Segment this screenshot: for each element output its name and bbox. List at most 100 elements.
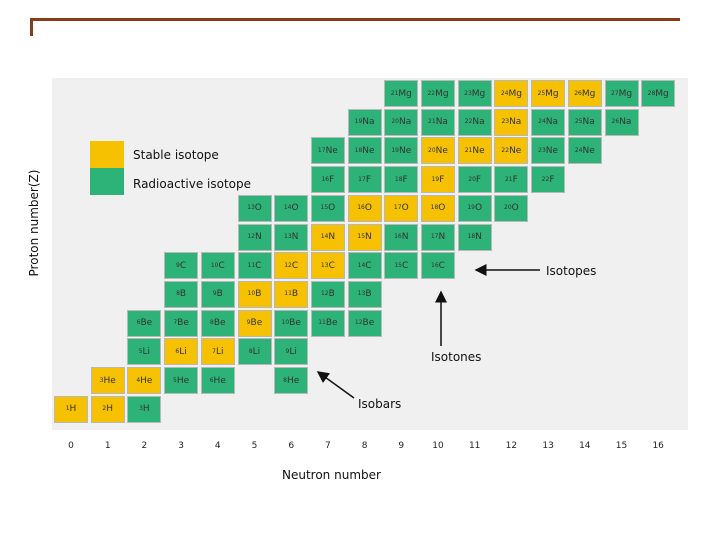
nuclide-symbol: Mg xyxy=(545,88,559,99)
nuclide-cell: 12 B xyxy=(310,280,345,308)
legend-radioactive-swatch xyxy=(90,168,124,195)
nuclide-cell: 12 N xyxy=(237,223,272,251)
decorative-corner-rule xyxy=(30,18,33,36)
nuclide-symbol: Ne xyxy=(545,145,559,156)
nuclide-cell: 17 N xyxy=(421,223,455,251)
nuclide-symbol: He xyxy=(213,375,226,386)
nuclide-symbol: B xyxy=(365,289,372,300)
nuclide-cell: 3 He xyxy=(90,367,125,394)
nuclide-symbol: C xyxy=(291,260,299,271)
nuclide-cell: 17 O xyxy=(384,194,419,222)
nuclide-cell: 11 B xyxy=(274,280,309,308)
nuclide-cell: 26 Mg xyxy=(567,80,602,107)
isobars-arrow xyxy=(316,371,355,399)
isobars-label: Isobars xyxy=(358,397,402,411)
nuclide-cell: 12 Be xyxy=(347,309,382,337)
nuclide-cell: 24 Ne xyxy=(567,137,602,165)
nuclide-cell: 21 Na xyxy=(421,108,455,136)
decorative-top-rule xyxy=(30,18,680,21)
x-tick-label: 1 xyxy=(104,441,111,451)
nuclide-cell: 8 Li xyxy=(237,338,272,366)
nuclide-symbol: O xyxy=(364,203,372,214)
nuclide-cell: 13 O xyxy=(237,194,272,222)
nuclide-cell: 15 N xyxy=(347,223,382,251)
nuclide-cell: 23 Mg xyxy=(457,80,492,107)
nuclide-cell: 11 C xyxy=(237,252,272,280)
nuclide-symbol: N xyxy=(254,232,262,242)
nuclide-symbol: F xyxy=(549,174,555,185)
nuclide-symbol: He xyxy=(286,375,300,386)
nuclide-cell: 20 F xyxy=(457,166,492,194)
nuclide-symbol: Li xyxy=(289,346,297,357)
nuclide-cell: 9 Li xyxy=(274,338,309,366)
nuclide-cell: 16 N xyxy=(384,223,419,251)
nuclide-cell: 18 N xyxy=(457,223,492,251)
nuclide-symbol: Li xyxy=(142,346,151,357)
nuclide-cell: 18 Ne xyxy=(347,137,382,165)
nuclide-symbol: Li xyxy=(252,346,261,357)
nuclide-symbol: B xyxy=(291,289,299,300)
nuclide-symbol: C xyxy=(218,260,225,271)
nuclide-symbol: Mg xyxy=(508,88,522,99)
nuclide-cell: 4 He xyxy=(127,367,162,394)
nuclide-cell: 17 F xyxy=(347,166,382,194)
nuclide-symbol: Na xyxy=(435,117,448,128)
nuclide-cell: 18 F xyxy=(384,166,419,194)
nuclide-cell: 13 C xyxy=(310,252,345,280)
nuclide-cell: 24 Na xyxy=(531,108,566,136)
nuclide-cell: 24 Mg xyxy=(494,80,529,107)
nuclide-symbol: Ne xyxy=(472,145,485,156)
nuclide-symbol: B xyxy=(216,289,223,300)
x-tick-label: 4 xyxy=(214,441,221,451)
nuclide-cell: 15 C xyxy=(384,252,419,280)
nuclide-symbol: He xyxy=(176,375,190,386)
nuclide-symbol: C xyxy=(179,260,187,271)
nuclide-symbol: F xyxy=(512,174,518,185)
nuclide-cell: 9 Be xyxy=(237,309,272,337)
x-tick-label: 12 xyxy=(505,441,518,451)
nuclide-cell: 12 C xyxy=(274,252,309,280)
nuclide-symbol: O xyxy=(291,203,299,214)
nuclide-symbol: B xyxy=(179,289,187,300)
nuclide-symbol: Na xyxy=(509,117,522,128)
nuclide-cell: 16 O xyxy=(347,194,382,222)
nuclide-symbol: O xyxy=(474,203,483,214)
nuclide-symbol: Mg xyxy=(398,88,412,99)
nuclide-symbol: H xyxy=(69,404,77,415)
nuclide-symbol: N xyxy=(438,232,446,242)
nuclide-cell: 10 C xyxy=(200,252,235,280)
nuclide-symbol: Mg xyxy=(618,88,633,99)
nuclide-cell: 22 Mg xyxy=(421,80,455,107)
nuclide-cell: 14 C xyxy=(347,252,382,280)
x-tick-label: 11 xyxy=(468,441,481,451)
nuclide-symbol: F xyxy=(329,174,335,185)
nuclide-symbol: O xyxy=(254,203,262,214)
nuclide-cell: 18 O xyxy=(421,194,455,222)
nuclide-symbol: Ne xyxy=(582,145,595,156)
nuclide-cell: 8 He xyxy=(274,367,309,394)
nuclide-symbol: Na xyxy=(362,117,375,128)
nuclide-symbol: N xyxy=(401,232,409,242)
nuclide-cell: 20 Na xyxy=(384,108,419,136)
nuclide-cell: 22 F xyxy=(531,166,566,194)
nuclide-cell: 15 O xyxy=(310,194,345,222)
nuclide-cell: 13 N xyxy=(274,223,309,251)
nuclide-symbol: C xyxy=(401,260,409,271)
nuclide-symbol: Be xyxy=(250,318,263,329)
nuclide-symbol: B xyxy=(255,289,262,300)
nuclide-symbol: Ne xyxy=(398,145,412,156)
nuclide-symbol: He xyxy=(140,375,153,386)
nuclide-symbol: O xyxy=(511,203,519,214)
nuclide-cell: 25 Mg xyxy=(531,80,566,107)
legend-stable-swatch xyxy=(90,141,124,168)
nuclide-cell: 21 Mg xyxy=(384,80,419,107)
nuclide-symbol: N xyxy=(365,232,372,242)
nuclide-symbol: Mg xyxy=(471,88,486,99)
nuclide-symbol: C xyxy=(438,260,445,271)
nuclide-cell: 6 He xyxy=(200,367,235,394)
nuclide-cell: 25 Na xyxy=(567,108,602,136)
